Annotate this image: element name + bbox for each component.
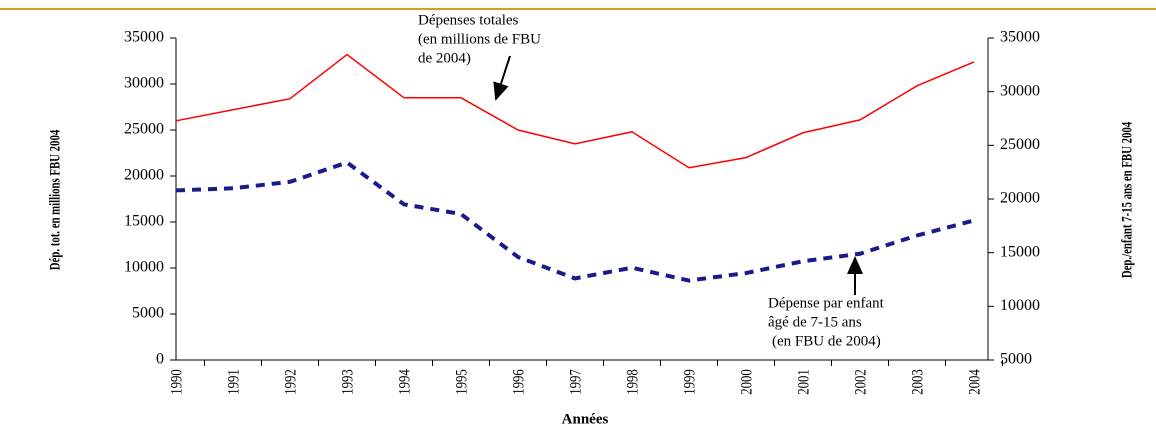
y2-tick-label: 35000 (1000, 29, 1040, 46)
y-tick-label: 25000 (124, 121, 164, 138)
annotation-line: (en FBU de 2004) (772, 333, 881, 349)
x-tick-label: 2003 (909, 369, 927, 395)
y-tick-label: 5000 (132, 305, 164, 322)
x-tick-label: 2000 (738, 369, 756, 395)
x-tick-label: 2001 (795, 369, 813, 395)
y-tick-label: 10000 (124, 259, 164, 276)
annotation-line: (en millions de FBU (418, 31, 541, 47)
series-line (175, 160, 975, 283)
x-tick-label: 1999 (681, 369, 699, 395)
series-line (175, 53, 975, 169)
annotation-arrow (493, 55, 511, 101)
y2-tick-label: 25000 (1000, 136, 1040, 153)
x-tick-label: 1993 (339, 369, 357, 395)
x-tick-label: 1991 (225, 369, 243, 395)
y2-tick-label: 30000 (1000, 82, 1040, 99)
annotation-line: Dépenses totales (418, 12, 519, 28)
y-tick-label: 30000 (124, 75, 164, 92)
y-tick-label: 15000 (124, 213, 164, 230)
annotation-total: Dépenses totales (en millions de FBU de … (418, 12, 541, 101)
y2-tick-label: 20000 (1000, 190, 1040, 207)
annotation-line: Dépense par enfant (768, 295, 885, 311)
x-tick-label: 1992 (282, 369, 300, 395)
y-axis-title: Dép. tot. en millions FBU 2004 (46, 129, 63, 270)
x-tick-label: 1994 (396, 369, 414, 395)
x-tick-label: 2004 (966, 369, 984, 395)
y2-tick-label: 5000 (1000, 351, 1032, 368)
y-tick-label: 0 (156, 351, 164, 368)
x-tick-label: 2002 (852, 369, 870, 395)
x-tick-label: 1995 (453, 369, 471, 395)
annotation-line: âgé de 7-15 ans (768, 314, 862, 330)
x-tick-label: 1990 (168, 369, 186, 395)
x-tick-label: 1996 (510, 369, 528, 395)
y-tick-label: 20000 (124, 167, 164, 184)
y2-axis-title: Dep./enfant 7-15 ans en FBU 2004 (1118, 121, 1135, 278)
x-tick-label: 1998 (624, 369, 642, 395)
x-axis-title: Années (562, 411, 609, 427)
annotation-child: Dépense par enfant âgé de 7-15 ans (en F… (768, 256, 885, 349)
y-tick-label: 35000 (124, 29, 164, 46)
y2-tick-label: 10000 (1000, 297, 1040, 314)
x-tick-label: 1997 (567, 369, 585, 395)
annotation-line: de 2004) (418, 50, 471, 66)
y2-tick-label: 15000 (1000, 243, 1040, 260)
